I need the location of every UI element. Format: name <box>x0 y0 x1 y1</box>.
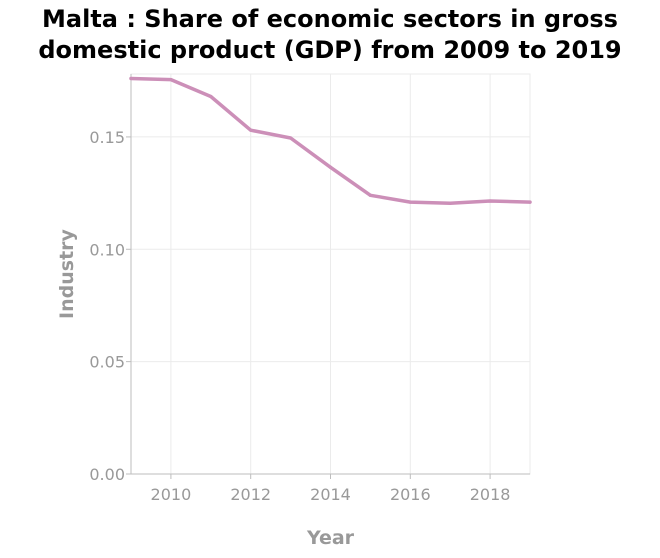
x-tick-label: 2012 <box>230 485 271 504</box>
data-point <box>448 201 452 205</box>
data-point <box>289 136 293 140</box>
data-point <box>488 199 492 203</box>
x-tick-label: 2014 <box>310 485 351 504</box>
y-tick-label: 0.00 <box>89 465 125 484</box>
x-axis-title: Year <box>306 527 355 549</box>
y-axis-title: Industry <box>56 228 78 318</box>
data-point <box>209 94 213 99</box>
x-tick-label: 2018 <box>470 485 511 504</box>
data-point <box>528 200 532 204</box>
data-point <box>249 128 253 132</box>
data-point <box>368 193 372 197</box>
chart-title-line-2: domestic product (GDP) from 2009 to 2019 <box>38 36 622 64</box>
data-point <box>129 76 133 81</box>
chart-title: Malta : Share of economic sectors in gro… <box>0 4 660 66</box>
data-point <box>169 78 173 82</box>
y-tick-label: 0.15 <box>89 128 125 147</box>
data-point <box>408 200 412 204</box>
x-tick-label: 2010 <box>151 485 192 504</box>
x-tick-label: 2016 <box>390 485 431 504</box>
y-tick-label: 0.10 <box>89 240 125 259</box>
data-point <box>328 165 333 169</box>
chart-title-line-1: Malta : Share of economic sectors in gro… <box>42 5 618 33</box>
y-tick-label: 0.05 <box>89 353 125 372</box>
